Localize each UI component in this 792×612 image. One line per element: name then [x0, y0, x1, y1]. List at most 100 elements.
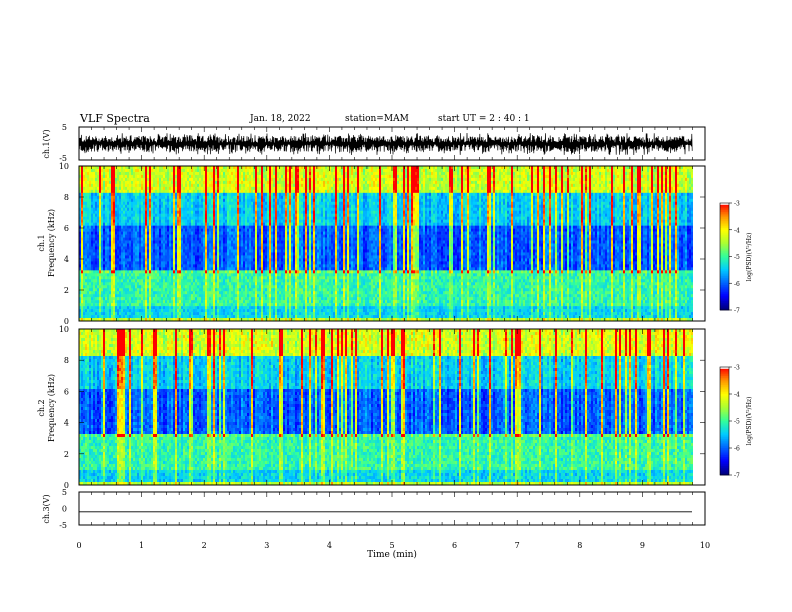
spectrogram-cell [423, 202, 425, 205]
spectrogram-cell [651, 175, 653, 178]
spectrogram-cell [571, 181, 573, 184]
spectrogram-cell [477, 175, 479, 178]
spectrogram-cell [235, 199, 237, 202]
spectrogram-cell [417, 199, 419, 202]
spectrogram-cell [585, 196, 587, 199]
spectrogram-cell [435, 199, 437, 202]
spectrogram-cell [333, 181, 335, 184]
spectrogram-cell [577, 184, 579, 187]
spectrogram-cell [375, 190, 377, 193]
spectrogram-cell [91, 211, 93, 214]
spectrogram-cell [683, 205, 685, 208]
spectrogram-cell [277, 181, 279, 184]
spectrogram-cell [111, 178, 113, 181]
spectrogram-cell [435, 211, 437, 214]
spectrogram-cell [171, 193, 173, 196]
spectrogram-cell [491, 208, 493, 211]
spectrogram-cell [97, 184, 99, 187]
spectrogram-cell [545, 184, 547, 187]
spectrogram-cell [91, 208, 93, 211]
spectrogram-cell [667, 178, 669, 181]
spectrogram-cell [111, 184, 113, 187]
spectrogram-cell [323, 208, 325, 211]
spectrogram-cell [155, 196, 157, 199]
spectrogram-cell [169, 172, 171, 175]
spectrogram-cell [457, 178, 459, 181]
spectrogram-cell [675, 199, 677, 202]
spectrogram-cell [561, 169, 563, 172]
spectrogram-cell [647, 178, 649, 181]
spectrogram-cell [145, 178, 147, 181]
spectrogram-cell [109, 205, 111, 208]
spectrogram-cell [299, 193, 301, 196]
spectrogram-cell [637, 199, 639, 202]
spectrogram-cell [417, 169, 419, 172]
spectrogram-cell [657, 205, 659, 208]
spectrogram-cell [385, 184, 387, 187]
spectrogram-cell [641, 184, 643, 187]
spectrogram-cell [481, 208, 483, 211]
spectrogram-cell [607, 187, 609, 190]
spectrogram-cell [409, 205, 411, 208]
spectrogram-cell [617, 169, 619, 172]
spectrogram-cell [673, 187, 675, 190]
spectrogram-cell [339, 202, 341, 205]
spectrogram-cell [331, 178, 333, 181]
spectrogram-cell [191, 169, 193, 172]
spectrogram-cell [245, 211, 247, 214]
spectrogram-cell [485, 208, 487, 211]
spectrogram-cell [199, 184, 201, 187]
spectrogram-cell [101, 187, 103, 190]
spectrogram-cell [503, 187, 505, 190]
spectrogram-cell [579, 187, 581, 190]
spectrogram-cell [493, 181, 495, 184]
spectrogram-cell [585, 178, 587, 181]
spectrogram-cell [175, 181, 177, 184]
spectrogram-cell [117, 169, 119, 172]
spectrogram-cell [603, 181, 605, 184]
spectrogram-cell [687, 178, 689, 181]
spectrogram-cell [195, 211, 197, 214]
spectrogram-cell [175, 172, 177, 175]
spectrogram-cell [485, 175, 487, 178]
spectrogram-cell [477, 205, 479, 208]
spectrogram-cell [549, 178, 551, 181]
spectrogram-cell [239, 169, 241, 172]
spectrogram-cell [83, 184, 85, 187]
spectrogram-cell [559, 172, 561, 175]
spectrogram-cell [105, 181, 107, 184]
spectrogram-cell [423, 199, 425, 202]
spectrogram-cell [199, 172, 201, 175]
spectrogram-cell [465, 178, 467, 181]
spectrogram-cell [581, 196, 583, 199]
spectrogram-cell [217, 202, 219, 205]
spectrogram-cell [269, 178, 271, 181]
spectrogram-cell [195, 202, 197, 205]
spectrogram-cell [383, 199, 385, 202]
spectrogram-cell [641, 202, 643, 205]
spectrogram-cell [569, 187, 571, 190]
spectrogram-cell [475, 208, 477, 211]
spectrogram-cell [513, 175, 515, 178]
spectrogram-cell [425, 181, 427, 184]
spectrogram-cell [659, 202, 661, 205]
spectrogram-cell [673, 208, 675, 211]
spectrogram-cell [249, 187, 251, 190]
spectrogram-cell [265, 202, 267, 205]
spectrogram-cell [543, 190, 545, 193]
spectrogram-cell [435, 205, 437, 208]
spectrogram-cell [601, 190, 603, 193]
spectrogram-cell [139, 202, 141, 205]
spectrogram-cell [203, 208, 205, 211]
spectrogram-cell [411, 211, 413, 214]
spectrogram-cell [367, 175, 369, 178]
spectrogram-cell [425, 175, 427, 178]
spectrogram-cell [385, 196, 387, 199]
spectrogram-cell [687, 193, 689, 196]
spectrogram-cell [665, 190, 667, 193]
spectrogram-cell [179, 211, 181, 214]
spectrogram-cell [555, 172, 557, 175]
spectrogram-cell [507, 175, 509, 178]
spectrogram-cell [289, 169, 291, 172]
spectrogram-cell [361, 202, 363, 205]
